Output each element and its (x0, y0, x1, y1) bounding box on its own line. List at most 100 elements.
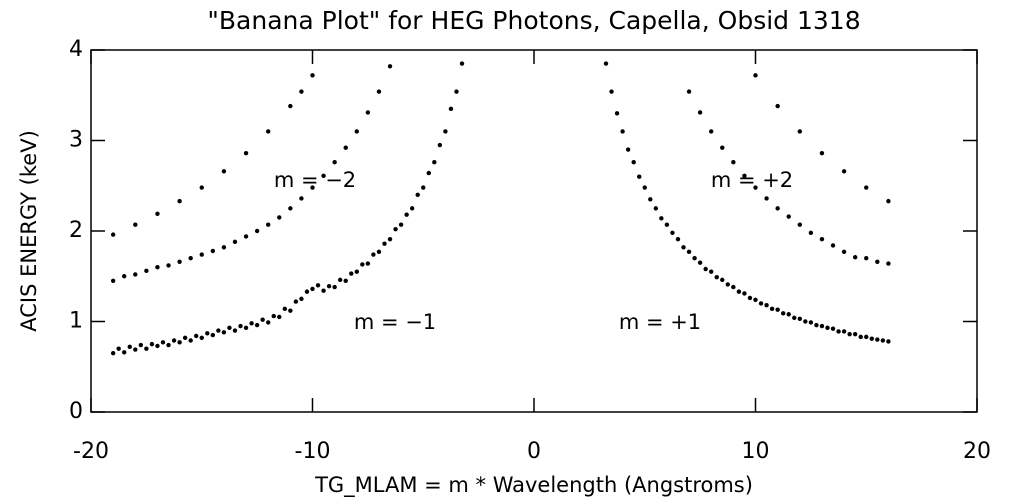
point (769, 306, 775, 312)
point (310, 73, 315, 78)
point (620, 129, 625, 134)
point (836, 329, 841, 334)
point (221, 169, 227, 174)
point (841, 329, 847, 334)
y-tick-label: 1 (69, 309, 83, 334)
point (819, 323, 825, 329)
point (758, 301, 764, 306)
point (149, 341, 155, 347)
point (238, 323, 243, 329)
point (404, 212, 409, 217)
point (155, 265, 160, 270)
point (393, 226, 398, 232)
point (437, 142, 443, 148)
point (742, 291, 747, 296)
point (819, 236, 825, 242)
point (659, 216, 664, 221)
x-tick-label: -20 (73, 439, 109, 464)
point (332, 160, 337, 165)
point (792, 315, 797, 321)
point (349, 271, 354, 276)
point (110, 350, 116, 356)
point (266, 222, 271, 227)
point (398, 222, 404, 227)
point (243, 325, 249, 331)
point (797, 316, 802, 321)
point (343, 278, 348, 283)
point (670, 230, 675, 236)
point (144, 346, 149, 351)
point (692, 255, 697, 261)
point (387, 236, 393, 242)
point (753, 73, 758, 78)
point (376, 249, 382, 255)
point (648, 197, 653, 202)
point (122, 350, 127, 355)
point (852, 331, 858, 337)
point (714, 274, 719, 280)
point (625, 147, 631, 152)
point (764, 303, 769, 308)
point (764, 196, 769, 201)
point (133, 222, 138, 227)
point (709, 129, 714, 134)
annotation: m = +1 (619, 310, 701, 334)
point (227, 325, 232, 331)
point (188, 338, 193, 343)
point (841, 249, 847, 255)
point (415, 192, 420, 197)
point (177, 340, 182, 345)
point (133, 272, 138, 277)
point (426, 170, 431, 176)
point (686, 249, 692, 255)
point (731, 284, 736, 290)
point (387, 64, 393, 69)
point (409, 206, 415, 211)
point (875, 337, 880, 342)
point (880, 338, 886, 343)
point (243, 234, 249, 239)
y-tick-label: 0 (69, 399, 83, 424)
point (210, 332, 216, 338)
x-tick-label: 20 (963, 439, 991, 464)
point (382, 241, 387, 246)
point (731, 160, 736, 165)
point (254, 322, 260, 328)
point (360, 262, 365, 267)
x-tick-label: -10 (295, 439, 331, 464)
plot-frame (90, 49, 978, 413)
point (127, 344, 132, 350)
point (205, 331, 210, 336)
point (116, 346, 121, 351)
point (376, 89, 382, 94)
point (642, 185, 647, 190)
point (171, 338, 177, 343)
point (653, 206, 659, 211)
point (875, 259, 880, 264)
point (332, 284, 337, 290)
point (277, 215, 282, 220)
point (166, 263, 171, 268)
point (343, 145, 348, 150)
point (448, 106, 454, 112)
point (753, 297, 758, 302)
point (797, 129, 802, 134)
point (326, 284, 332, 289)
point (742, 173, 747, 178)
y-tick-label: 3 (69, 128, 83, 153)
point (736, 289, 742, 294)
point (199, 335, 204, 340)
point (155, 211, 160, 217)
point (293, 299, 299, 304)
point (869, 336, 874, 341)
point (155, 343, 160, 349)
y-axis-label: ACIS ENERGY (keV) (17, 130, 41, 332)
point (133, 347, 138, 352)
point (747, 295, 753, 301)
y-tick-label: 2 (69, 218, 83, 243)
point (775, 206, 780, 211)
point (321, 288, 326, 293)
point (310, 286, 315, 292)
point (830, 326, 836, 331)
